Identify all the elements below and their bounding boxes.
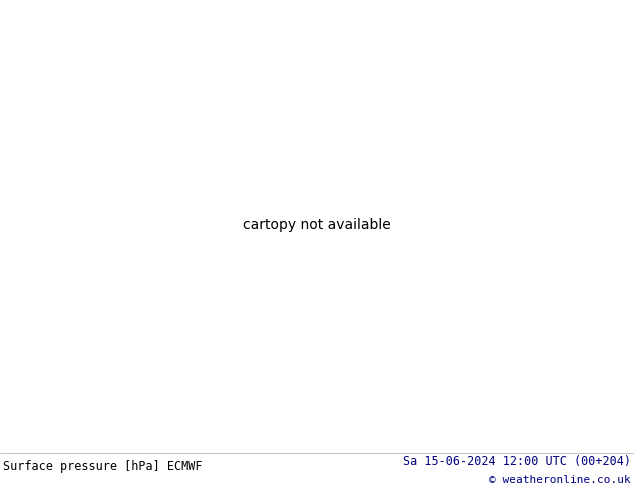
Text: Sa 15-06-2024 12:00 UTC (00+204): Sa 15-06-2024 12:00 UTC (00+204) xyxy=(403,455,631,468)
Text: © weatheronline.co.uk: © weatheronline.co.uk xyxy=(489,475,631,485)
Text: Surface pressure [hPa] ECMWF: Surface pressure [hPa] ECMWF xyxy=(3,460,203,473)
Text: cartopy not available: cartopy not available xyxy=(243,219,391,232)
